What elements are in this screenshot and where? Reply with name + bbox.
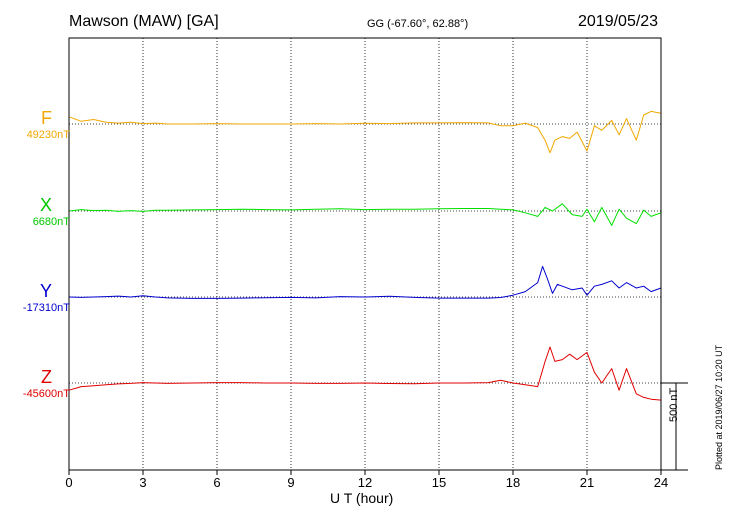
x-tick-label-18: 18 [506, 475, 520, 490]
component-baseline-y: -17310nT [22, 302, 70, 314]
component-baseline-f: 49230nT [26, 129, 70, 141]
component-name-y: Y [39, 281, 52, 301]
series-line-z [68, 346, 662, 401]
component-label-y: Y -17310nT [0, 281, 70, 314]
x-tick-label-15: 15 [432, 475, 446, 490]
scale-bar [661, 382, 688, 471]
x-tick-label-6: 6 [213, 475, 220, 490]
station-coordinates: GG (-67.60°, 62.88°) [367, 18, 469, 30]
component-label-x: X 6680nT [0, 195, 70, 228]
x-tick-label-24: 24 [654, 475, 668, 490]
component-name-x: X [39, 195, 52, 215]
series-line-x [68, 203, 662, 226]
series-line-y [68, 265, 662, 299]
chart-date: 2019/05/23 [578, 13, 659, 30]
x-tick-label-9: 9 [287, 475, 294, 490]
station-title: Mawson (MAW) [GA] [69, 13, 219, 30]
x-ticks: 0 3 6 9 12 15 18 21 24 [65, 470, 668, 490]
component-label-z: Z -45600nT [0, 367, 70, 400]
series-lines [68, 110, 662, 401]
grid-lines [142, 38, 588, 470]
component-label-f: F 49230nT [0, 108, 70, 141]
scale-bar-label: 500 nT [668, 387, 680, 422]
plotted-timestamp: Plotted at 2019/06/27 10:20 UT [714, 344, 724, 470]
component-baseline-x: 6680nT [32, 216, 70, 228]
x-axis-title: U T (hour) [330, 490, 394, 506]
component-name-z: Z [41, 367, 52, 387]
component-name-f: F [41, 108, 52, 128]
x-tick-label-12: 12 [358, 475, 372, 490]
component-baseline-z: -45600nT [22, 388, 70, 400]
x-tick-label-3: 3 [139, 475, 146, 490]
series-line-f [68, 110, 662, 154]
x-tick-label-21: 21 [580, 475, 594, 490]
x-tick-label-0: 0 [65, 475, 72, 490]
